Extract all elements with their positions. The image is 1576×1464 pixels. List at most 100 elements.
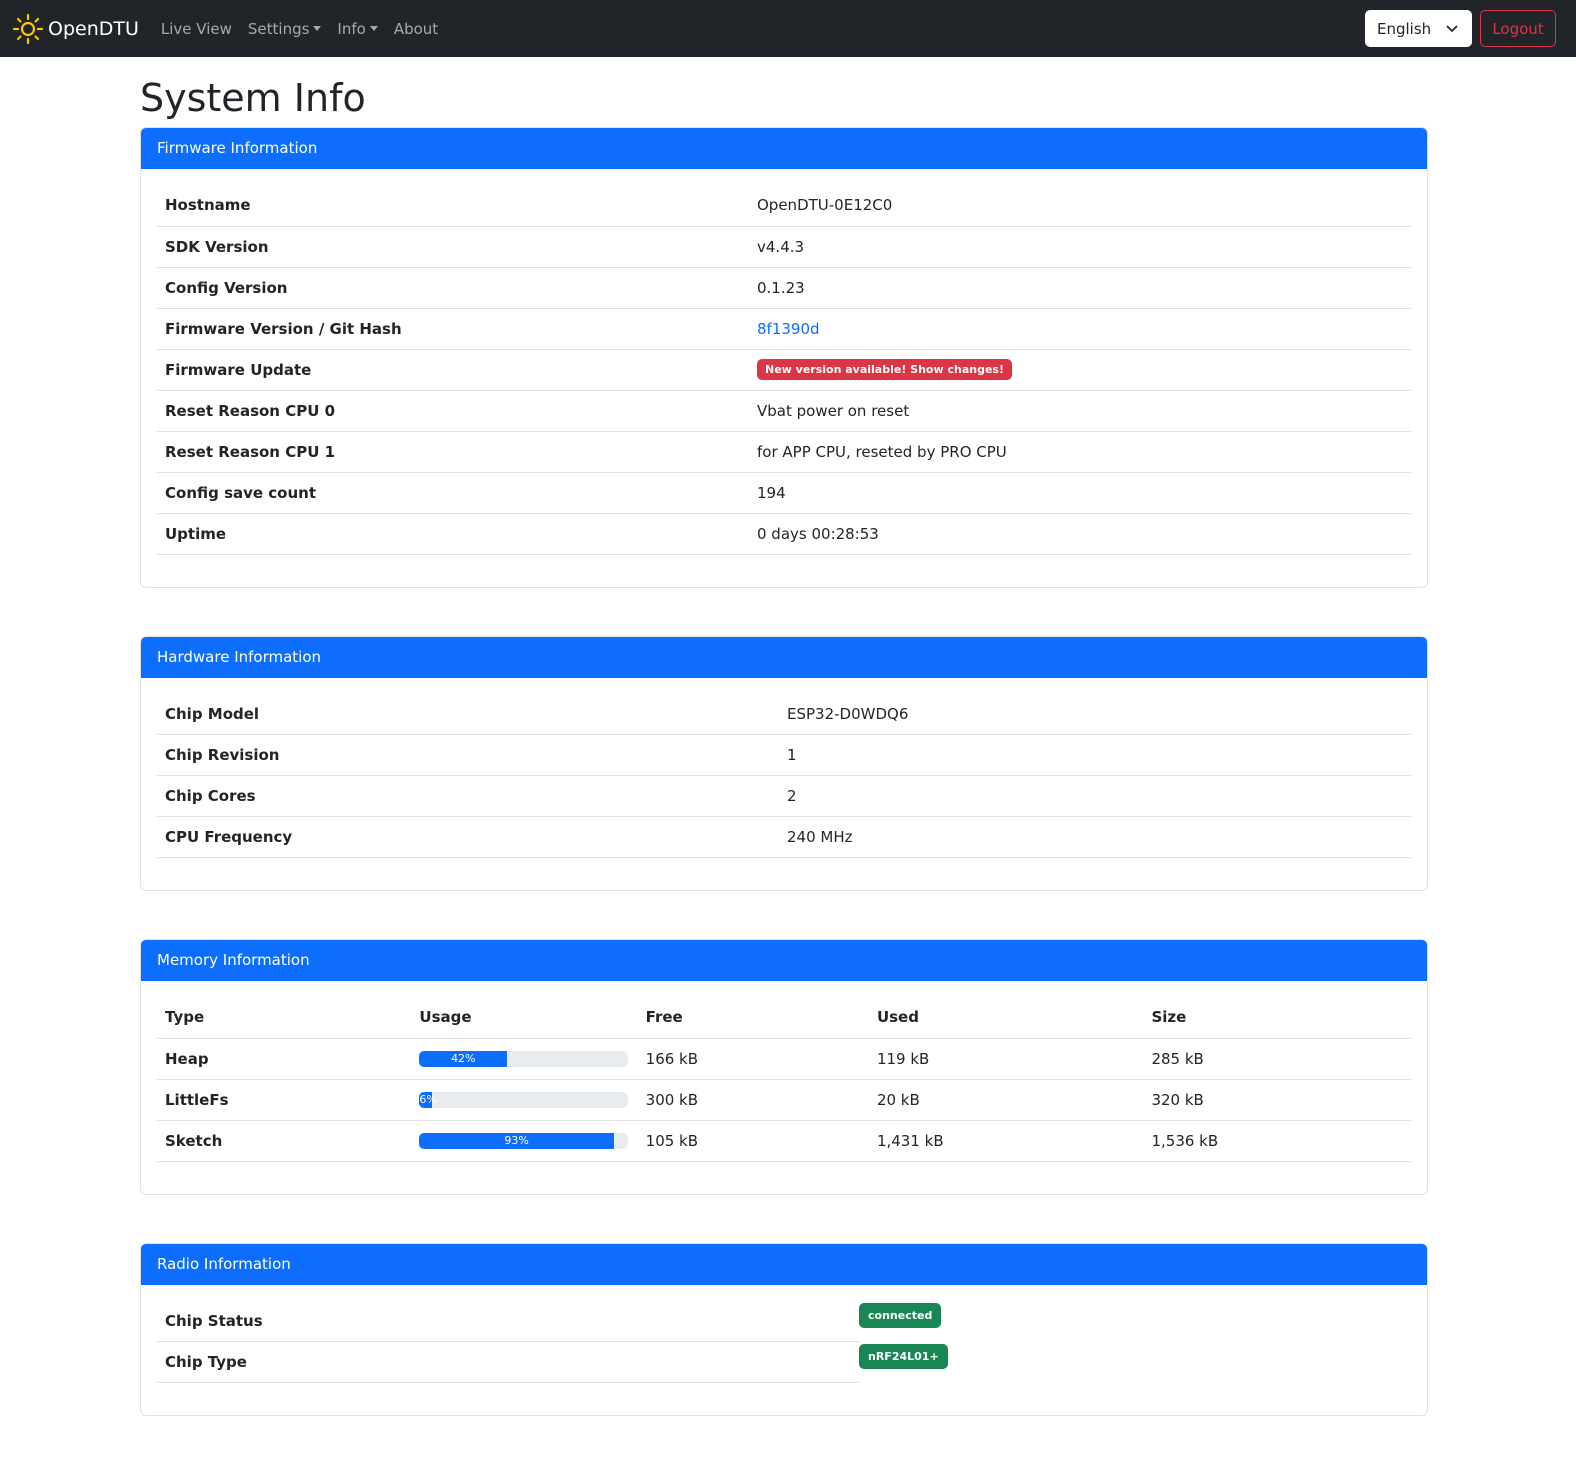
table-row: Chip Type nRF24L01+ bbox=[157, 1341, 948, 1383]
usage-progress: 6% bbox=[419, 1091, 629, 1108]
value: 2 bbox=[779, 775, 1411, 817]
table-row: Chip Cores 2 bbox=[157, 775, 1411, 817]
label: Hostname bbox=[157, 185, 749, 227]
value: 194 bbox=[749, 472, 1411, 514]
hardware-card: Hardware Information Chip Model ESP32-D0W… bbox=[140, 635, 1428, 891]
column-header: Usage bbox=[411, 997, 638, 1039]
table-header: Type Usage Free Used Size bbox=[157, 997, 1411, 1039]
label: Reset Reason CPU 1 bbox=[157, 431, 749, 473]
value: 1 bbox=[779, 734, 1411, 776]
label: Config Version bbox=[157, 267, 749, 309]
size: 285 kB bbox=[1143, 1038, 1411, 1080]
table-row: Firmware Update New version available! Sh… bbox=[157, 349, 1411, 391]
memory-type: LittleFs bbox=[157, 1079, 412, 1121]
usage-progress: 42% bbox=[419, 1050, 629, 1067]
card-header: Firmware Information bbox=[141, 128, 1427, 169]
column-header: Used bbox=[868, 997, 1144, 1039]
table-row: Heap 42% 166 kB 119 kB 285 kB bbox=[157, 1038, 1411, 1080]
value: 240 MHz bbox=[779, 816, 1411, 858]
radio-table: Chip Status connected Chip Type nRF24L01+ bbox=[157, 1300, 948, 1383]
nav-info-label: Info bbox=[337, 19, 366, 38]
column-header: Type bbox=[157, 997, 412, 1039]
free: 300 kB bbox=[637, 1079, 869, 1121]
table-row: Uptime 0 days 00:28:53 bbox=[157, 513, 1411, 555]
memory-type: Sketch bbox=[157, 1120, 412, 1162]
table-row: Hostname OpenDTU-0E12C0 bbox=[157, 185, 1411, 227]
chip-type-badge: nRF24L01+ bbox=[859, 1343, 948, 1369]
label: Chip Status bbox=[157, 1300, 859, 1342]
label: Chip Type bbox=[157, 1341, 859, 1383]
caret-down-icon bbox=[369, 25, 378, 31]
usage-bar: 42% bbox=[419, 1050, 508, 1067]
table-row: LittleFs 6% 300 kB 20 kB 320 kB bbox=[157, 1079, 1411, 1121]
usage-bar: 6% bbox=[419, 1091, 437, 1108]
usage-bar: 93% bbox=[419, 1132, 614, 1149]
table-row: Reset Reason CPU 1 for APP CPU, reseted b… bbox=[157, 431, 1411, 473]
table-row: Config save count 194 bbox=[157, 472, 1411, 514]
table-row: Chip Revision 1 bbox=[157, 734, 1411, 776]
used: 20 kB bbox=[868, 1079, 1144, 1121]
table-row: SDK Version v4.4.3 bbox=[157, 226, 1411, 268]
column-header: Size bbox=[1143, 997, 1411, 1039]
value: 0 days 00:28:53 bbox=[749, 513, 1411, 555]
value: ESP32-D0WDQ6 bbox=[779, 693, 1411, 735]
page-title: System Info bbox=[140, 76, 366, 120]
firmware-table: Hostname OpenDTU-0E12C0 SDK Version v4.4.3 C… bbox=[157, 185, 1411, 555]
label: Firmware Version / Git Hash bbox=[157, 308, 749, 350]
label: Reset Reason CPU 0 bbox=[157, 390, 749, 432]
radio-card: Radio Information Chip Status connected Ch… bbox=[140, 1242, 1428, 1416]
table-row: CPU Frequency 240 MHz bbox=[157, 816, 1411, 858]
hardware-table: Chip Model ESP32-D0WDQ6 Chip Revision 1 Chip… bbox=[157, 693, 1411, 858]
chip-status-badge: connected bbox=[859, 1302, 942, 1328]
logout-button[interactable]: Logout bbox=[1480, 10, 1556, 47]
card-header: Memory Information bbox=[141, 940, 1427, 981]
nav-settings[interactable]: Settings bbox=[248, 20, 322, 38]
brand-name: OpenDTU bbox=[48, 17, 139, 40]
table-row: Firmware Version / Git Hash 8f1390d bbox=[157, 308, 1411, 350]
size: 320 kB bbox=[1143, 1079, 1411, 1121]
value: OpenDTU-0E12C0 bbox=[749, 185, 1411, 227]
git-hash-link[interactable]: 8f1390d bbox=[757, 319, 820, 338]
firmware-card: Firmware Information Hostname OpenDTU-0E1… bbox=[140, 127, 1428, 588]
value: v4.4.3 bbox=[749, 226, 1411, 268]
nav-settings-label: Settings bbox=[247, 19, 310, 38]
memory-table: Type Usage Free Used Size Heap 42% 166 kB 119… bbox=[157, 997, 1411, 1162]
value: for APP CPU, reseted by PRO CPU bbox=[749, 431, 1411, 473]
nav-info[interactable]: Info bbox=[337, 19, 378, 38]
sun-icon bbox=[12, 13, 44, 44]
label: Chip Cores bbox=[157, 775, 779, 817]
label: SDK Version bbox=[157, 226, 749, 268]
value: 0.1.23 bbox=[749, 267, 1411, 309]
table-row: Sketch 93% 105 kB 1,431 kB 1,536 kB bbox=[157, 1120, 1411, 1162]
chevron-down-icon bbox=[1446, 24, 1458, 32]
nav-about[interactable]: About bbox=[393, 19, 439, 38]
table-row: Chip Model ESP32-D0WDQ6 bbox=[157, 693, 1411, 735]
memory-card: Memory Information Type Usage Free Used Size… bbox=[140, 939, 1428, 1195]
label: Chip Model bbox=[157, 693, 779, 735]
memory-type: Heap bbox=[157, 1038, 412, 1080]
used: 1,431 kB bbox=[868, 1120, 1144, 1162]
card-header: Hardware Information bbox=[141, 636, 1427, 678]
free: 166 kB bbox=[637, 1038, 869, 1080]
card-header: Radio Information bbox=[141, 1243, 1427, 1285]
label: CPU Frequency bbox=[157, 816, 779, 858]
usage-progress: 93% bbox=[419, 1132, 629, 1149]
size: 1,536 kB bbox=[1143, 1120, 1411, 1162]
label: Config save count bbox=[157, 472, 749, 514]
brand-link[interactable]: OpenDTU bbox=[12, 13, 139, 45]
update-available-badge[interactable]: New version available! Show changes! bbox=[757, 359, 1012, 380]
label: Chip Revision bbox=[157, 734, 779, 776]
navbar: OpenDTU Live View Settings Info About En… bbox=[0, 0, 1576, 57]
nav-live-view[interactable]: Live View bbox=[160, 19, 232, 38]
language-value: English bbox=[1377, 19, 1432, 38]
table-row: Chip Status connected bbox=[157, 1300, 948, 1342]
main-content: System Info Firmware Information Hostnam… bbox=[140, 75, 1428, 1416]
caret-down-icon bbox=[313, 25, 322, 31]
language-select[interactable]: English bbox=[1365, 10, 1472, 47]
free: 105 kB bbox=[637, 1120, 869, 1162]
table-row: Config Version 0.1.23 bbox=[157, 267, 1411, 309]
value: Vbat power on reset bbox=[749, 390, 1411, 432]
table-row: Reset Reason CPU 0 Vbat power on reset bbox=[157, 390, 1411, 432]
column-header: Free bbox=[637, 997, 869, 1039]
used: 119 kB bbox=[868, 1038, 1144, 1080]
